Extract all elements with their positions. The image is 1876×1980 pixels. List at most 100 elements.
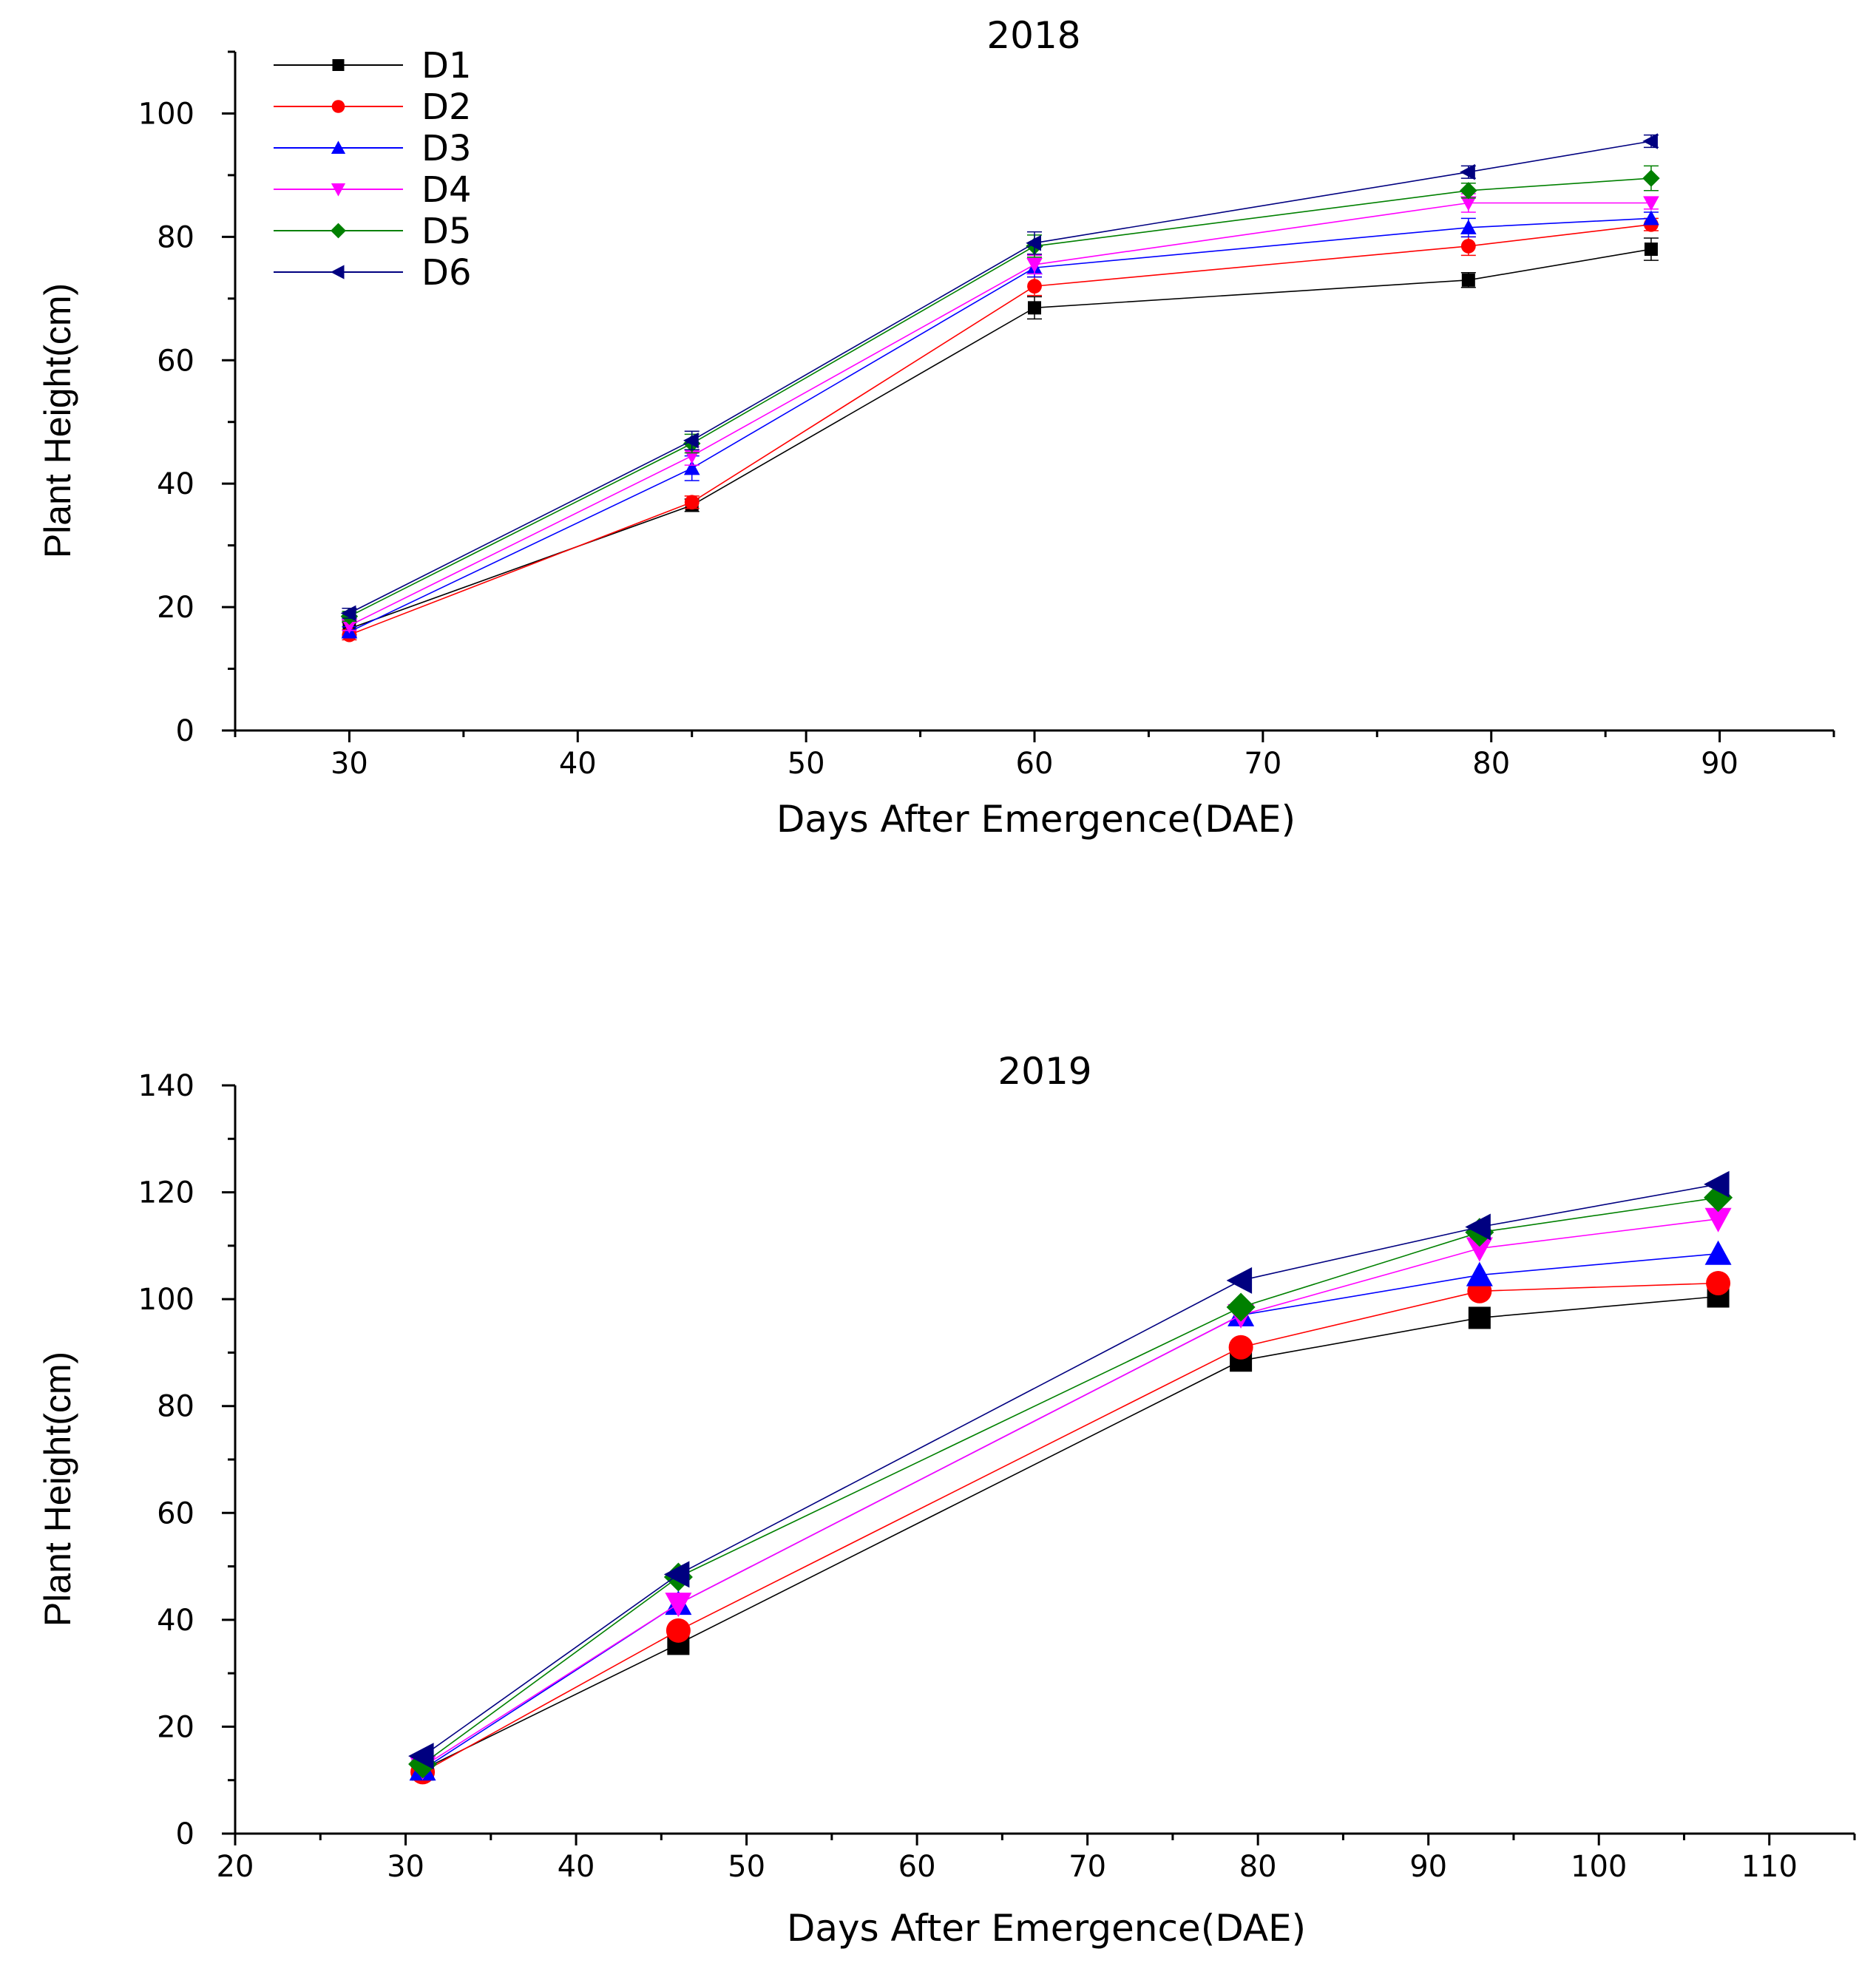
series-line [349, 140, 1652, 614]
data-point [1460, 220, 1477, 234]
y-tick-label: 20 [157, 591, 194, 625]
series-line [422, 1197, 1718, 1765]
x-tick-label: 30 [331, 747, 368, 781]
data-point [1228, 1335, 1253, 1360]
series-line [349, 248, 1652, 630]
data-point [1468, 1306, 1491, 1329]
y-tick-label: 60 [157, 1496, 194, 1530]
data-point [1460, 163, 1475, 180]
data-point [1461, 273, 1475, 287]
data-point [1642, 169, 1660, 187]
x-tick-label: 20 [217, 1850, 254, 1884]
legend-marker [331, 140, 346, 154]
data-point [1704, 1170, 1730, 1198]
series-D3 [341, 210, 1659, 639]
data-point [1460, 182, 1477, 200]
data-point [1460, 238, 1476, 254]
legend-label: D4 [421, 169, 472, 211]
x-tick-label: 60 [1016, 747, 1054, 781]
y-axis-label: Plant Height(cm) [37, 283, 78, 558]
legend-marker [331, 183, 346, 197]
series-D4 [341, 193, 1659, 634]
series-line [422, 1183, 1718, 1757]
data-point [683, 432, 699, 449]
series-line [422, 1282, 1718, 1773]
y-tick-label: 80 [157, 220, 194, 254]
y-tick-label: 100 [138, 97, 194, 131]
data-point [684, 495, 700, 510]
series-line [422, 1218, 1718, 1768]
legend-label: D6 [421, 252, 472, 294]
x-axis-label: Days After Emergence(DAE) [776, 798, 1296, 841]
data-point [1027, 279, 1042, 294]
y-tick-label: 80 [157, 1390, 194, 1424]
legend-marker [331, 223, 346, 239]
data-point [1226, 1292, 1256, 1322]
data-point [1466, 1237, 1493, 1262]
series-line [349, 177, 1651, 617]
data-point [1643, 210, 1659, 226]
series-D2 [410, 1270, 1731, 1785]
data-point [1642, 133, 1658, 149]
data-point [666, 1618, 691, 1643]
x-tick-label: 50 [788, 747, 825, 781]
y-tick-label: 100 [138, 1283, 194, 1317]
series-line [349, 223, 1651, 636]
y-tick-label: 140 [138, 1069, 194, 1103]
x-tick-label: 70 [1069, 1850, 1106, 1884]
legend-label: D3 [421, 128, 472, 169]
y-tick-label: 20 [157, 1710, 194, 1744]
x-tick-label: 80 [1472, 747, 1510, 781]
series-D5 [408, 1183, 1733, 1779]
series-D6 [340, 133, 1659, 622]
x-axis-label: Days After Emergence(DAE) [787, 1907, 1306, 1950]
x-tick-label: 50 [728, 1850, 765, 1884]
data-point [1026, 234, 1041, 251]
data-point [1704, 1207, 1732, 1233]
x-tick-label: 90 [1701, 747, 1738, 781]
data-point [1465, 1213, 1491, 1241]
data-point [1704, 1240, 1732, 1265]
data-point [1028, 301, 1041, 315]
legend-label: D5 [421, 211, 472, 252]
data-point [663, 1561, 690, 1588]
legend-label: D1 [421, 45, 472, 87]
x-tick-label: 40 [559, 747, 597, 781]
y-tick-label: 0 [176, 714, 194, 748]
data-point [1644, 243, 1658, 257]
y-tick-label: 40 [157, 1604, 194, 1638]
y-tick-label: 120 [138, 1176, 194, 1210]
x-tick-label: 60 [898, 1850, 936, 1884]
x-tick-label: 90 [1409, 1850, 1447, 1884]
data-point [1466, 1261, 1493, 1286]
legend-marker [331, 100, 345, 113]
series-D5 [340, 165, 1660, 625]
data-point [341, 619, 358, 634]
x-tick-label: 70 [1244, 747, 1281, 781]
data-point [1226, 1267, 1253, 1294]
data-point [408, 1743, 434, 1770]
series-D1 [411, 1285, 1730, 1781]
chart-title: 2019 [998, 1050, 1091, 1093]
data-point [1026, 257, 1043, 273]
series-line [422, 1295, 1718, 1771]
legend-label: D2 [421, 87, 472, 128]
data-point [1460, 196, 1477, 211]
data-point [665, 1593, 692, 1618]
x-tick-label: 80 [1239, 1850, 1277, 1884]
data-point [683, 460, 700, 475]
y-tick-label: 40 [157, 467, 194, 501]
x-tick-label: 110 [1741, 1850, 1798, 1884]
data-point [1643, 196, 1659, 211]
chart-1: 2019 20 30 40 50 60 70 80 90 100 110 0 20 40 60 80 100 12… [37, 1050, 1856, 1950]
data-point [340, 605, 356, 622]
legend-marker [332, 59, 345, 71]
series-D3 [409, 1240, 1732, 1781]
y-tick-label: 60 [157, 344, 194, 378]
x-tick-label: 40 [558, 1850, 595, 1884]
y-tick-label: 0 [176, 1817, 194, 1851]
series-D1 [342, 237, 1659, 636]
chart-0: 2018 30 40 50 60 70 80 90 0 20 40 60 80 100 Days After… [37, 14, 1835, 841]
